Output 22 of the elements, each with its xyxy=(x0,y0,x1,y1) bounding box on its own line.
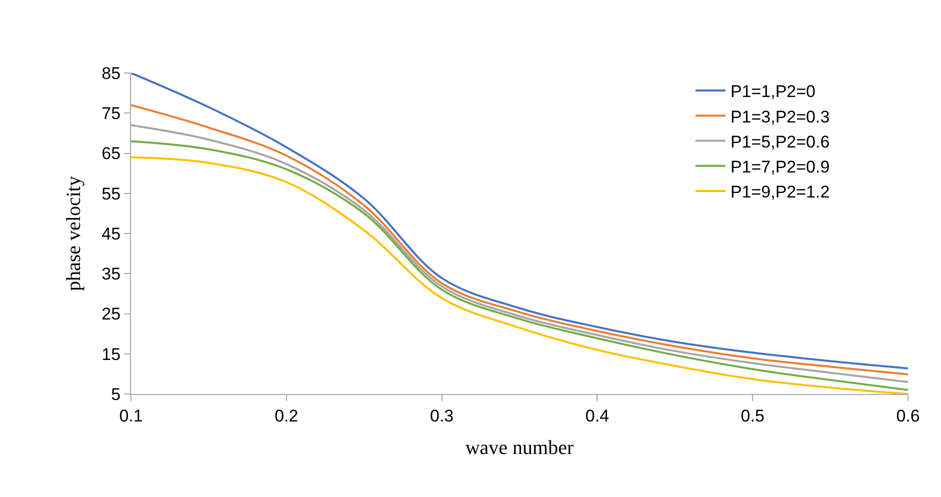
y-tick-label: 85 xyxy=(102,64,121,83)
legend-label: P1=9,P2=1.2 xyxy=(730,182,830,202)
y-tick-label: 75 xyxy=(102,104,121,124)
legend-label: P1=5,P2=0.6 xyxy=(730,132,830,152)
legend-label: P1=1,P2=0 xyxy=(730,82,816,102)
x-axis-title: wave number xyxy=(465,436,574,459)
x-tick-label: 0.1 xyxy=(119,406,143,426)
x-tick-label: 0.6 xyxy=(896,406,920,426)
y-tick-label: 15 xyxy=(102,344,121,364)
legend-label: P1=3,P2=0.3 xyxy=(730,107,830,126)
x-tick-label: 0.2 xyxy=(274,406,298,426)
legend-label: P1=7,P2=0.9 xyxy=(730,157,830,176)
x-tick-label: 0.3 xyxy=(430,406,454,426)
x-tick-label: 0.5 xyxy=(740,406,764,426)
y-tick-label: 25 xyxy=(102,304,121,324)
y-tick-label: 5 xyxy=(111,384,121,404)
y-tick-label: 65 xyxy=(102,144,121,164)
x-tick-label: 0.4 xyxy=(585,406,610,426)
y-tick-label: 35 xyxy=(102,264,121,284)
y-tick-label: 45 xyxy=(102,224,121,244)
y-tick-label: 55 xyxy=(102,184,121,204)
y-axis-title: phase velocity xyxy=(63,176,86,291)
